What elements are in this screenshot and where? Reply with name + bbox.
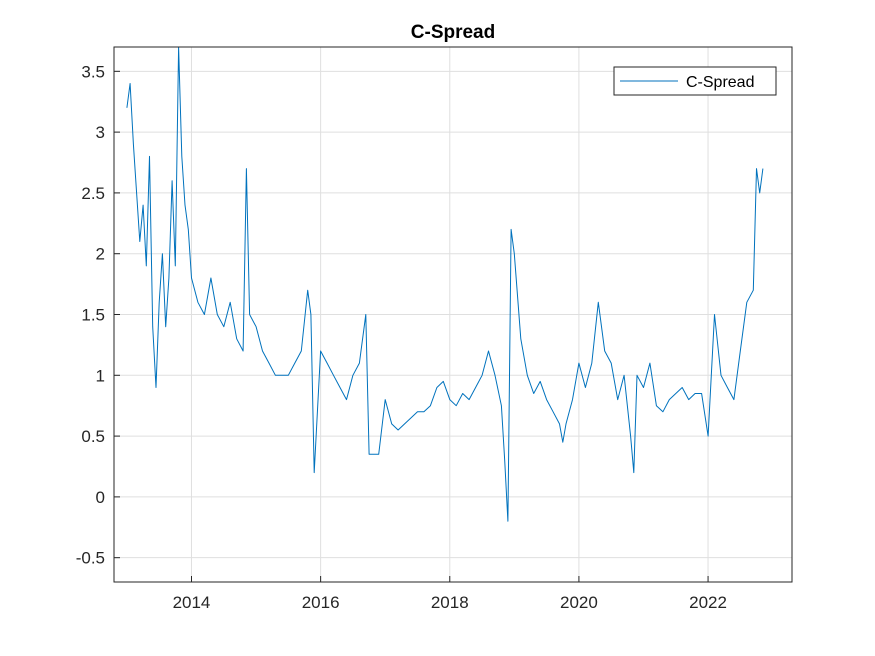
series-line [126, 46, 764, 522]
y-tick-label: 2 [96, 245, 105, 264]
tick-labels: 2014 2016 2018 2020 2022 -0.5 0 0.5 1 1.5 2 2.5 3 3.5 [76, 62, 727, 612]
y-tick-label: 1.5 [81, 306, 105, 325]
y-tick-label: 0 [96, 488, 105, 507]
chart-title: C-Spread [411, 22, 495, 43]
grid [114, 47, 792, 582]
legend: C-Spread [613, 66, 777, 96]
axis-ticks [114, 70, 709, 582]
x-tick-label: 2016 [302, 593, 340, 612]
x-tick-label: 2022 [689, 593, 727, 612]
y-tick-label: -0.5 [76, 549, 105, 568]
y-tick-label: 3.5 [81, 62, 105, 81]
plot-frame [113, 46, 793, 583]
x-tick-label: 2020 [560, 593, 598, 612]
y-tick-label: 3 [96, 123, 105, 142]
y-tick-label: 1 [96, 366, 105, 385]
y-tick-label: 0.5 [81, 427, 105, 446]
series-group [126, 46, 764, 522]
legend-label: C-Spread [686, 74, 754, 91]
x-tick-label: 2018 [431, 593, 469, 612]
y-tick-label: 2.5 [81, 184, 105, 203]
x-tick-label: 2014 [173, 593, 211, 612]
